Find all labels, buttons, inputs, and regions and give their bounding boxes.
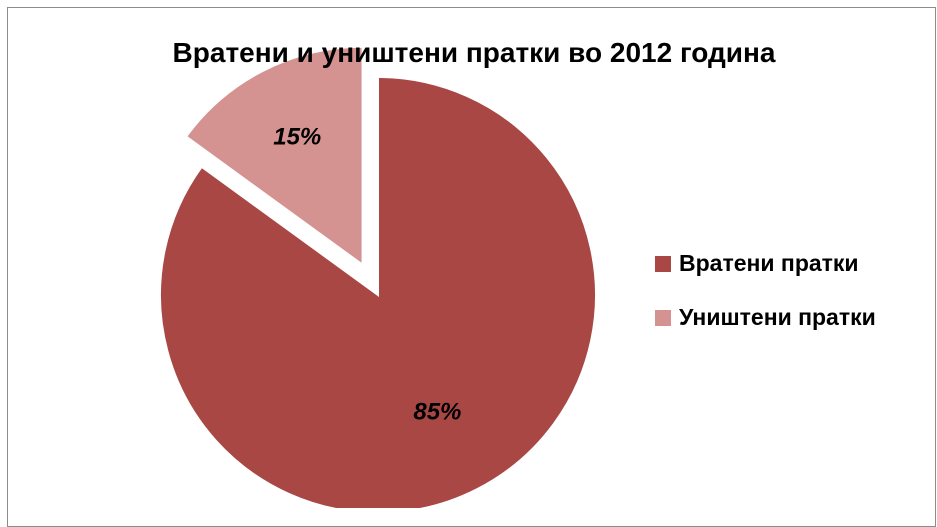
legend-label-2: Уништени пратки xyxy=(679,304,876,330)
legend-swatch-2 xyxy=(655,310,671,326)
slice-label-2: 15% xyxy=(273,124,321,151)
slice-label-1: 85% xyxy=(413,399,461,426)
pie-slices xyxy=(159,45,597,508)
chart-title: Вратени и уништени пратки во 2012 година xyxy=(173,37,776,68)
slice-labels: 85% 15% xyxy=(273,124,461,426)
pie-slice-2 xyxy=(184,45,364,267)
legend-swatch-1 xyxy=(655,256,671,272)
pie-slice-1 xyxy=(159,75,597,508)
pie-chart: 85% 15% Вратени и уништени пратки во 2012… xyxy=(159,37,876,508)
legend: Вратени пратки Уништени пратки xyxy=(655,250,876,330)
legend-label-1: Вратени пратки xyxy=(679,250,859,276)
